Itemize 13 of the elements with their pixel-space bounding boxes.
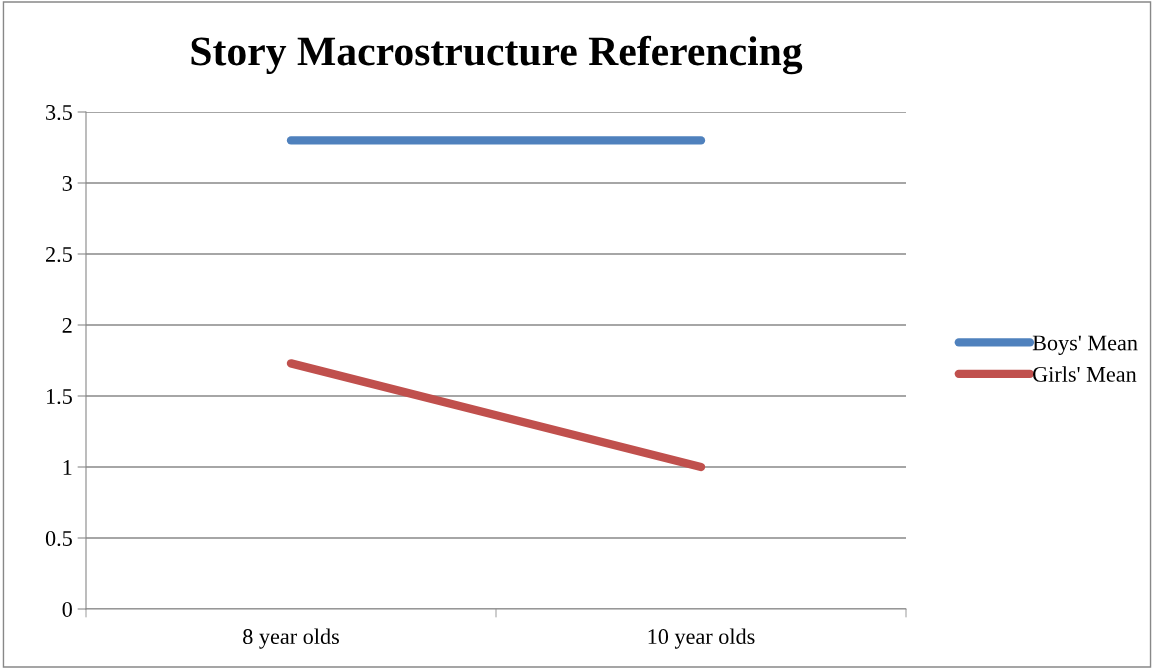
y-tick-label: 0.5 <box>45 530 72 547</box>
y-tick-label: 1 <box>63 460 72 475</box>
chart-title: Story Macrostructure Referencing <box>191 35 803 75</box>
y-tick-label: 3.5 <box>46 104 72 121</box>
y-tick-label: 1.5 <box>46 389 72 405</box>
x-tick-label: 8 year olds <box>243 628 339 649</box>
y-tick-label: 0 <box>62 601 72 617</box>
x-tick-label: 10 year olds <box>648 628 755 649</box>
y-tick-label: 2 <box>62 317 72 333</box>
legend-label: Boys' Mean <box>1032 335 1138 355</box>
legend-label: Girls' Mean <box>1033 366 1137 382</box>
y-tick-label: 2.5 <box>46 246 72 263</box>
y-tick-label: 3 <box>62 175 72 191</box>
